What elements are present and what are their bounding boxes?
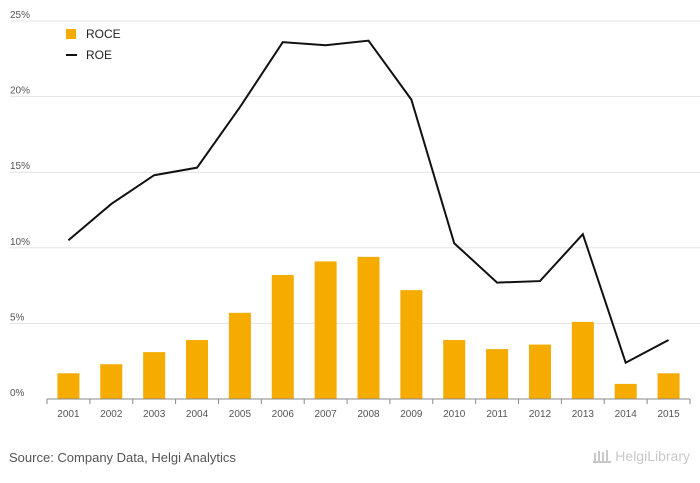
y-tick-label: 15% xyxy=(10,161,30,172)
roce-bar xyxy=(614,383,637,399)
roce-bar xyxy=(143,352,166,399)
source-note: Source: Company Data, Helgi Analytics xyxy=(9,450,236,465)
roce-bar xyxy=(186,340,209,399)
legend-roce-label: ROCE xyxy=(86,27,121,41)
roce-bar xyxy=(571,321,594,399)
roce-bars xyxy=(57,256,680,399)
x-tick-label: 2008 xyxy=(357,409,380,420)
x-tick-label: 2012 xyxy=(529,409,552,420)
x-tick-label: 2005 xyxy=(229,409,252,420)
x-tick-label: 2006 xyxy=(272,409,295,420)
x-tick-label: 2003 xyxy=(143,409,166,420)
roce-bar xyxy=(400,290,423,399)
legend-roe-label: ROE xyxy=(86,48,112,62)
y-tick-label: 25% xyxy=(10,10,30,21)
roce-bar xyxy=(357,256,380,399)
x-tick-label: 2011 xyxy=(486,409,508,420)
roce-bar xyxy=(228,312,251,399)
x-tick-label: 2007 xyxy=(315,409,338,420)
x-tick-label: 2001 xyxy=(57,409,80,420)
roce-bar xyxy=(657,373,680,399)
x-axis: 2001 2002 2003 2004 2005 2006 2007 2008 2009 2010… xyxy=(46,398,691,420)
brand-name: HelgiLibrary xyxy=(615,448,690,464)
x-tick-label: 2014 xyxy=(615,409,638,420)
roce-bar xyxy=(57,373,80,399)
y-tick-label: 10% xyxy=(10,237,30,248)
roce-bar xyxy=(271,275,294,399)
y-tick-label: 5% xyxy=(10,312,25,323)
roe-line-group xyxy=(67,39,670,365)
x-tick-label: 2015 xyxy=(657,409,680,420)
roce-bar xyxy=(314,261,337,399)
x-tick-label: 2009 xyxy=(400,409,423,420)
legend: ROCE ROE xyxy=(66,27,121,62)
x-tick-label: 2010 xyxy=(443,409,466,420)
library-icon xyxy=(593,450,612,463)
y-tick-label: 0% xyxy=(10,388,25,399)
y-tick-label: 20% xyxy=(10,86,30,97)
y-axis-ticks: 0% 5% 10% 15% 20% 25% xyxy=(10,10,30,399)
legend-roce-swatch xyxy=(66,29,76,39)
roe-line xyxy=(67,39,670,365)
roce-bar xyxy=(528,344,551,399)
roce-bar xyxy=(100,364,123,399)
x-tick-label: 2002 xyxy=(100,409,123,420)
x-tick-label: 2004 xyxy=(186,409,209,420)
chart: 0%5%10%15%20%25% 2001 2002 2003 2004 2005 200… xyxy=(10,10,700,420)
roce-bar xyxy=(486,349,509,399)
brand-logo: HelgiLibrary xyxy=(593,448,690,464)
x-tick-label: 2013 xyxy=(572,409,595,420)
roce-bar xyxy=(443,340,466,399)
